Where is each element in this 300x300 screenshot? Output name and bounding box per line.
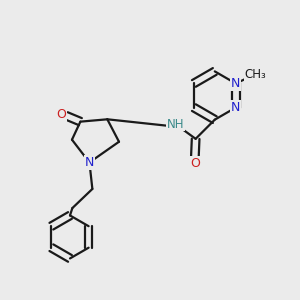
Text: N: N (231, 101, 240, 114)
Text: O: O (190, 157, 200, 170)
Text: NH: NH (167, 118, 185, 130)
Text: O: O (56, 108, 66, 121)
Text: CH₃: CH₃ (244, 68, 266, 81)
Text: N: N (85, 156, 94, 169)
Text: N: N (231, 77, 240, 90)
